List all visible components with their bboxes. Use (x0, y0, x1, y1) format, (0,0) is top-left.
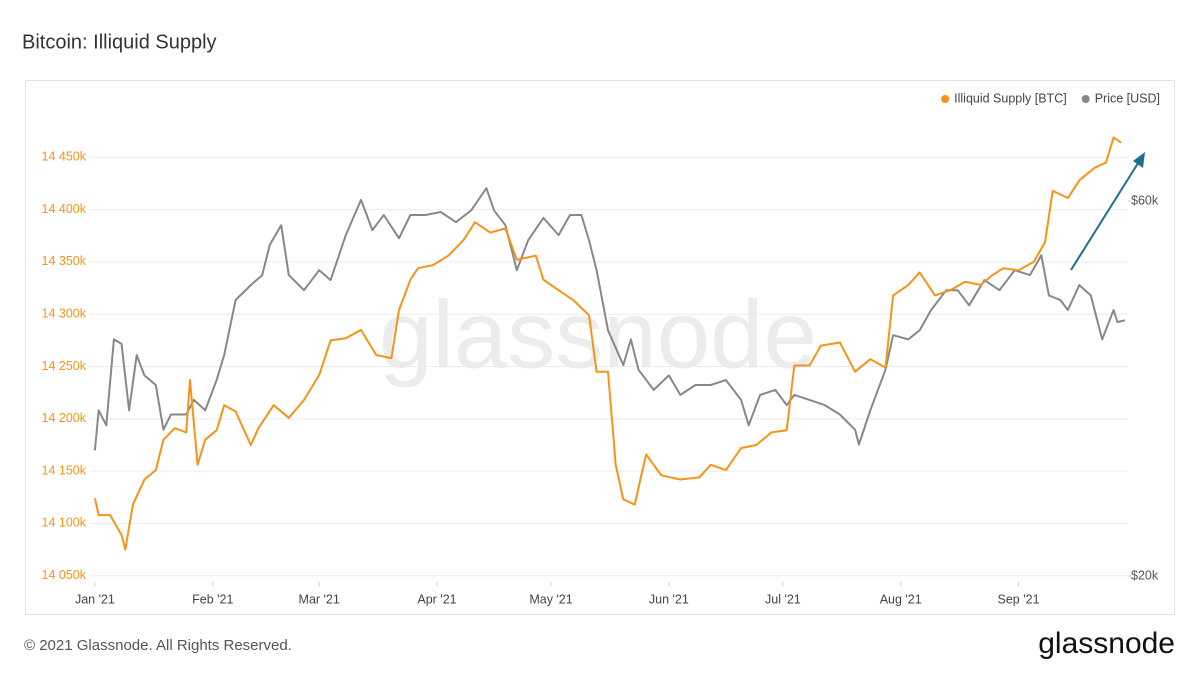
y-tick-label: 14 200k (42, 411, 87, 425)
x-tick-label: Mar '21 (299, 592, 340, 606)
trend-arrow (1070, 159, 1141, 271)
y-tick-label: 14 300k (42, 307, 87, 321)
x-tick-label: Feb '21 (192, 592, 233, 606)
x-tick-label: Apr '21 (417, 592, 456, 606)
legend-marker (941, 95, 950, 103)
watermark: glassnode (379, 281, 817, 388)
y-tick-label: 14 150k (42, 463, 87, 477)
copyright: © 2021 Glassnode. All Rights Reserved. (24, 637, 292, 654)
chart-frame (25, 80, 1175, 615)
x-tick-label: Jun '21 (649, 592, 689, 606)
arrow-head (1133, 152, 1145, 168)
series-line (93, 136, 1122, 551)
y-tick-label: 14 050k (42, 568, 87, 582)
x-tick-label: Jan '21 (75, 592, 115, 606)
y-tick-label: 14 250k (42, 359, 87, 373)
plot-area: 14 050k 14 100k 14 150k 14 200k 14 250k 14 30… (42, 136, 1159, 606)
y-tick-label: 14 450k (42, 150, 87, 164)
x-tick-label: Aug '21 (880, 592, 922, 606)
chart-title: Bitcoin: Illiquid Supply (22, 31, 217, 53)
x-tick-label: Sep '21 (998, 592, 1040, 606)
x-tick-label: May '21 (529, 592, 572, 606)
y2-tick-label: $20k (1131, 568, 1159, 582)
y-tick-label: 14 350k (42, 254, 87, 268)
y2-tick-label: $60k (1131, 193, 1159, 207)
y-tick-label: 14 400k (42, 202, 87, 216)
logo: glassnode (1038, 627, 1175, 660)
series-line (93, 187, 1126, 451)
y-tick-label: 14 100k (42, 516, 87, 530)
x-tick-label: Jul '21 (765, 592, 801, 606)
legend-label: Price [USD] (1095, 91, 1160, 105)
legend-marker (1081, 95, 1090, 103)
legend-label: Illiquid Supply [BTC] (954, 91, 1067, 105)
